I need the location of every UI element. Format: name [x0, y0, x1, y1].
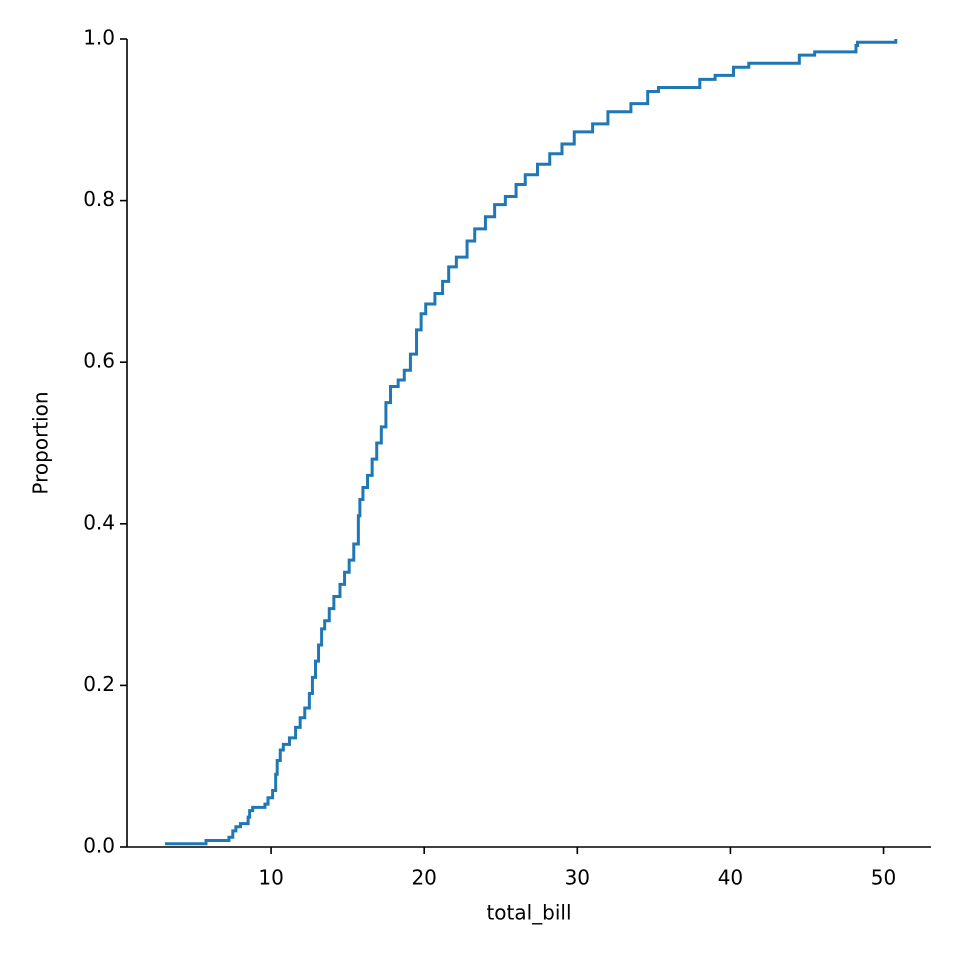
x-tick-label: 10: [258, 866, 283, 890]
x-axis-label: total_bill: [486, 901, 571, 925]
y-tick-label: 1.0: [83, 26, 115, 50]
x-tick-label: 50: [871, 866, 896, 890]
y-tick-label: 0.2: [83, 672, 115, 696]
y-tick-label: 0.4: [83, 510, 115, 534]
y-axis-label: Proportion: [29, 391, 53, 494]
x-tick-label: 20: [411, 866, 436, 890]
ecdf-line: [164, 39, 898, 846]
y-tick-label: 0.8: [83, 187, 115, 211]
y-tick-label: 0.0: [83, 834, 115, 858]
y-tick-label: 0.6: [83, 349, 115, 373]
x-tick-label: 30: [565, 866, 590, 890]
x-tick-label: 40: [718, 866, 743, 890]
